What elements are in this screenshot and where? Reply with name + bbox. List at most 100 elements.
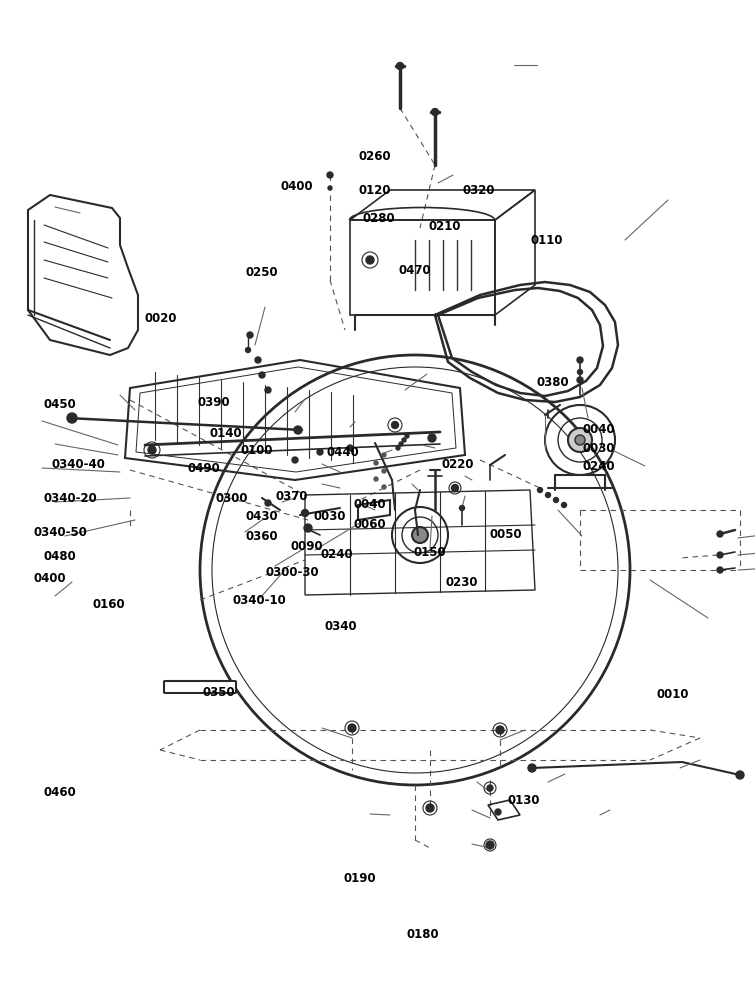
Text: 0150: 0150 (414, 546, 446, 558)
Text: 0300-30: 0300-30 (266, 566, 319, 579)
Circle shape (717, 552, 723, 558)
Circle shape (396, 62, 403, 70)
Circle shape (432, 108, 439, 115)
Text: 0400: 0400 (281, 180, 313, 192)
Circle shape (328, 186, 332, 190)
Text: 0370: 0370 (276, 489, 308, 502)
Text: 0160: 0160 (92, 598, 125, 611)
Circle shape (327, 172, 333, 178)
Text: 0030: 0030 (313, 510, 346, 522)
Text: 0490: 0490 (187, 462, 220, 475)
Circle shape (347, 445, 353, 451)
Circle shape (426, 804, 434, 812)
Circle shape (392, 422, 399, 428)
Text: 0340: 0340 (325, 619, 357, 633)
Circle shape (265, 387, 271, 393)
Circle shape (451, 485, 458, 491)
Text: 0210: 0210 (429, 220, 461, 232)
Text: 0250: 0250 (245, 265, 278, 278)
Circle shape (546, 492, 550, 497)
Text: 0480: 0480 (44, 550, 76, 562)
Text: 0100: 0100 (240, 444, 273, 456)
Text: 0240: 0240 (321, 548, 353, 562)
Text: 0390: 0390 (198, 395, 230, 408)
Text: 0020: 0020 (145, 312, 177, 325)
Text: 0010: 0010 (657, 688, 689, 700)
Circle shape (487, 785, 493, 791)
Text: 0440: 0440 (326, 446, 359, 458)
Circle shape (553, 497, 559, 502)
Text: 0040: 0040 (583, 423, 615, 436)
Circle shape (577, 377, 583, 383)
Text: 0180: 0180 (406, 928, 439, 941)
Text: 0260: 0260 (359, 149, 391, 162)
Text: 0280: 0280 (362, 212, 395, 225)
Circle shape (396, 446, 400, 450)
Circle shape (148, 446, 156, 454)
Circle shape (294, 426, 302, 434)
Text: 0360: 0360 (245, 530, 278, 542)
Circle shape (382, 453, 386, 457)
Text: 0120: 0120 (359, 184, 391, 196)
Circle shape (348, 724, 356, 732)
Circle shape (265, 500, 271, 506)
Circle shape (460, 506, 464, 510)
Text: 0190: 0190 (344, 871, 376, 884)
Circle shape (428, 434, 436, 442)
Circle shape (486, 841, 494, 849)
Text: 0350: 0350 (202, 686, 235, 700)
Text: 0430: 0430 (245, 510, 278, 522)
Circle shape (67, 413, 77, 423)
Circle shape (575, 435, 585, 445)
Circle shape (317, 449, 323, 455)
Circle shape (717, 567, 723, 573)
Text: 0140: 0140 (210, 427, 242, 440)
Circle shape (402, 438, 406, 442)
Circle shape (304, 524, 312, 532)
Text: 0450: 0450 (44, 397, 76, 410)
Text: 0240: 0240 (583, 460, 615, 473)
Circle shape (382, 469, 386, 473)
Circle shape (247, 332, 253, 338)
Text: 0040: 0040 (353, 497, 386, 510)
Text: 0340-50: 0340-50 (34, 526, 88, 538)
Circle shape (366, 256, 374, 264)
Text: 0220: 0220 (442, 458, 474, 471)
Text: 0340-20: 0340-20 (44, 491, 97, 504)
Text: 0300: 0300 (215, 491, 248, 504)
Text: 0230: 0230 (445, 575, 478, 588)
Text: 0340-10: 0340-10 (233, 594, 286, 607)
Circle shape (736, 771, 744, 779)
Circle shape (495, 809, 501, 815)
Text: 0400: 0400 (34, 572, 66, 585)
Text: 0380: 0380 (536, 375, 569, 388)
Circle shape (538, 488, 543, 492)
Text: 0320: 0320 (462, 184, 495, 196)
Text: 0340-40: 0340-40 (51, 458, 105, 471)
Text: 0060: 0060 (353, 518, 386, 530)
Circle shape (301, 510, 309, 516)
Circle shape (255, 357, 261, 363)
Circle shape (568, 428, 592, 452)
Circle shape (528, 764, 536, 772)
Text: 0090: 0090 (291, 540, 323, 552)
Text: 0460: 0460 (44, 786, 76, 800)
Circle shape (382, 485, 386, 489)
Circle shape (578, 369, 583, 374)
Circle shape (259, 372, 265, 378)
Circle shape (399, 442, 403, 446)
Circle shape (562, 502, 566, 508)
Circle shape (405, 434, 409, 438)
Circle shape (577, 357, 583, 363)
Circle shape (412, 527, 428, 543)
Text: 0050: 0050 (489, 528, 522, 540)
Circle shape (292, 457, 298, 463)
Text: 0130: 0130 (507, 794, 540, 806)
Text: 0470: 0470 (399, 263, 431, 276)
Circle shape (245, 348, 251, 353)
Circle shape (374, 477, 378, 481)
Circle shape (496, 726, 504, 734)
Circle shape (374, 461, 378, 465)
Text: 0110: 0110 (530, 233, 562, 246)
Text: 0030: 0030 (583, 442, 615, 454)
